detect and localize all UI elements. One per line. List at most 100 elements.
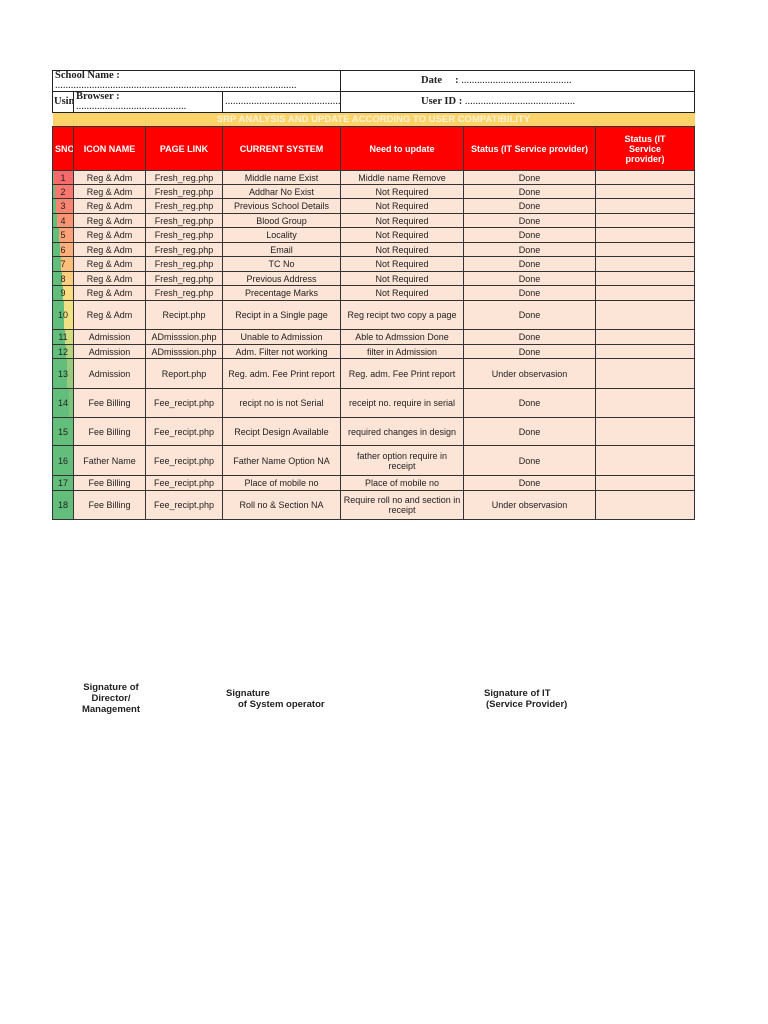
page-cell: Fresh_reg.php [145, 242, 223, 257]
icon-cell: Reg & Adm [73, 227, 146, 243]
icon-cell: Reg & Adm [73, 256, 146, 272]
status2-cell [594, 358, 696, 389]
using-label: Using [52, 91, 74, 113]
page-cell: Fee_recipt.php [145, 475, 223, 491]
sno-data-bar [53, 199, 57, 213]
it-signature: Signature of IT (Service Provider) [484, 688, 567, 710]
icon-cell: Reg & Adm [73, 242, 146, 257]
sno-data-bar [53, 330, 66, 344]
need-cell: Not Required [340, 198, 464, 214]
icon-cell: Fee Billing [73, 388, 146, 418]
current-cell: TC No [222, 256, 341, 272]
header-need-to-update: Need to update [340, 126, 464, 171]
sno-cell: 9 [52, 285, 74, 301]
operator-signature: Signature of System operator [226, 688, 325, 710]
sno-data-bar [53, 272, 62, 285]
status-cell: Done [463, 213, 596, 228]
table-row: 8 Reg & Adm Fresh_reg.php Previous Address N… [52, 271, 696, 286]
current-cell: Addhar No Exist [222, 184, 341, 199]
current-cell: Place of mobile no [222, 475, 341, 491]
browser-field[interactable]: Browser : ..............................… [73, 91, 223, 113]
current-cell: Adm. Filter not working [222, 344, 341, 359]
table-row: 16 Father Name Fee_recipt.php Father Name O… [52, 445, 696, 476]
need-cell: required changes in design [340, 417, 464, 446]
sno-value: 15 [57, 426, 68, 437]
status2-cell [594, 184, 696, 199]
icon-cell: Reg & Adm [73, 213, 146, 228]
need-cell: filter in Admission [340, 344, 464, 359]
status2-cell [594, 213, 696, 228]
need-cell: receipt no. require in serial [340, 388, 464, 418]
current-cell: Email [222, 242, 341, 257]
school-name-field[interactable]: School Name : ..........................… [52, 70, 341, 92]
sno-cell: 11 [52, 329, 74, 345]
current-cell: Reg. adm. Fee Print report [222, 358, 341, 389]
status2-cell [594, 417, 696, 446]
browser-extra-blank: ........................................… [225, 96, 341, 107]
operator-signature-line1: Signature [226, 688, 270, 699]
current-cell: Recipt in a Single page [222, 300, 341, 330]
sno-cell: 3 [52, 198, 74, 214]
sno-value: 3 [60, 201, 66, 211]
status-cell: Done [463, 388, 596, 418]
status-cell: Done [463, 417, 596, 446]
banner-row: SRP ANALYSIS AND UPDATE ACCORDING TO USE… [52, 112, 695, 127]
need-cell: Not Required [340, 271, 464, 286]
sno-data-bar [53, 257, 61, 271]
sno-data-bar [53, 214, 58, 227]
sno-cell: 8 [52, 271, 74, 286]
status2-cell [594, 344, 696, 359]
user-id-blank: ........................................… [464, 96, 576, 107]
header-sno: SNO [52, 126, 74, 171]
status-cell: Done [463, 242, 596, 257]
need-cell: Reg recipt two copy a page [340, 300, 464, 330]
icon-cell: Reg & Adm [73, 198, 146, 214]
page-cell: Fresh_reg.php [145, 170, 223, 185]
status2-cell [594, 227, 696, 243]
page-cell: ADmisssion.php [145, 344, 223, 359]
sno-cell: 13 [52, 358, 74, 389]
page-cell: Fresh_reg.php [145, 184, 223, 199]
sno-cell: 4 [52, 213, 74, 228]
srp-analysis-sheet: School Name : ..........................… [52, 70, 696, 520]
status2-cell [594, 300, 696, 330]
it-signature-line2: (Service Provider) [486, 699, 568, 710]
sno-value: 13 [57, 368, 68, 379]
sno-value: 4 [60, 215, 66, 226]
date-label: Date [421, 75, 442, 86]
status2-cell [594, 329, 696, 345]
icon-cell: Admission [73, 344, 146, 359]
sno-cell: 1 [52, 170, 74, 185]
need-cell: Reg. adm. Fee Print report [340, 358, 464, 389]
page-cell: Fresh_reg.php [145, 256, 223, 272]
sno-cell: 7 [52, 256, 74, 272]
table-row: 11 Admission ADmisssion.php Unable to Admis… [52, 329, 696, 345]
status2-cell [594, 170, 696, 185]
table-row: 10 Reg & Adm Recipt.php Recipt in a Single … [52, 300, 696, 330]
school-name-row: School Name : ..........................… [52, 70, 696, 92]
date-field[interactable]: Date : .................................… [339, 70, 696, 92]
page-cell: Recipt.php [145, 300, 223, 330]
table-row: 17 Fee Billing Fee_recipt.php Place of mobi… [52, 475, 696, 491]
browser-extra-field[interactable]: ........................................… [222, 91, 341, 113]
user-id-field[interactable]: User ID : ..............................… [339, 91, 696, 113]
sno-cell: 2 [52, 184, 74, 199]
browser-blank: ........................................… [76, 101, 187, 112]
school-name-blank: ........................................… [55, 80, 297, 91]
table-row: 5 Reg & Adm Fresh_reg.php Locality Not Requi… [52, 227, 696, 243]
status2-cell [594, 475, 696, 491]
status2-cell [594, 256, 696, 272]
sno-value: 9 [60, 288, 66, 298]
sno-value: 8 [60, 273, 66, 284]
sno-data-bar [53, 418, 70, 445]
sno-data-bar [53, 491, 73, 519]
current-cell: recipt no is not Serial [222, 388, 341, 418]
icon-cell: Fee Billing [73, 490, 146, 520]
page-cell: Fee_recipt.php [145, 490, 223, 520]
icon-cell: Reg & Adm [73, 285, 146, 301]
date-blank: ........................................… [461, 75, 572, 86]
sno-data-bar [53, 345, 67, 358]
table-row: 15 Fee Billing Fee_recipt.php Recipt Design… [52, 417, 696, 446]
sno-value: 6 [60, 244, 66, 255]
need-cell: Not Required [340, 242, 464, 257]
